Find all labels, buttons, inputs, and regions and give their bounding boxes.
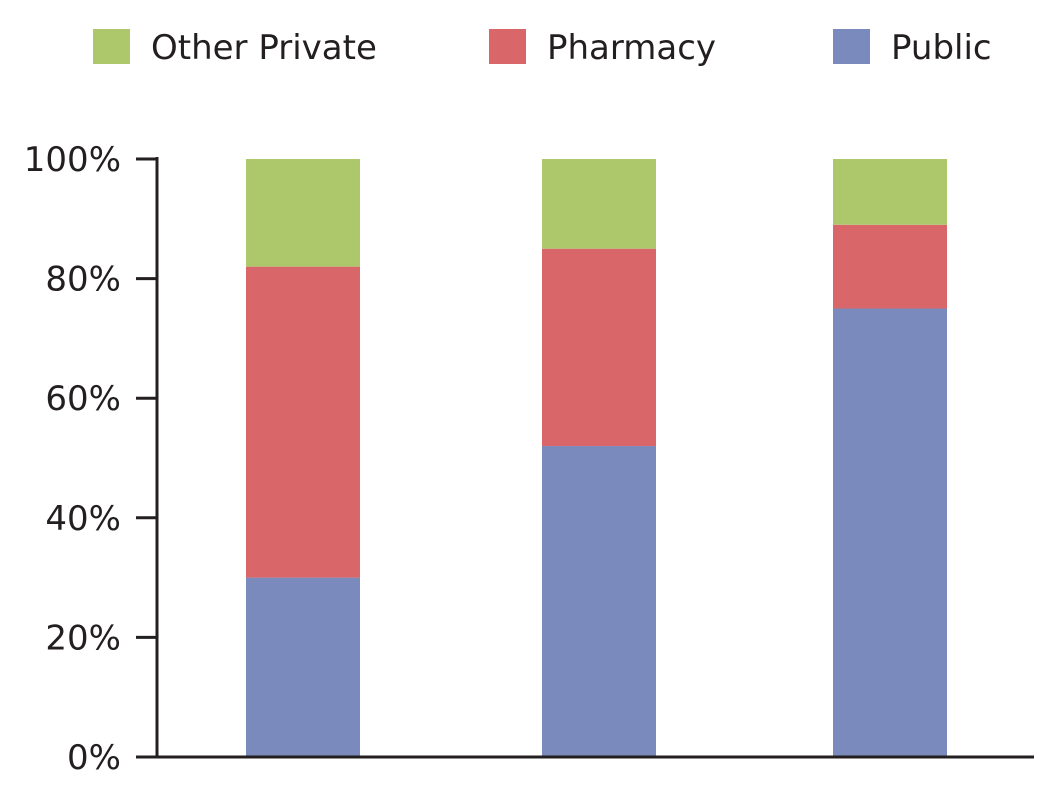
legend-label: Public [891, 28, 992, 68]
legend-swatch [489, 29, 526, 64]
legend-label: Pharmacy [547, 28, 716, 68]
bar-segment-public [246, 577, 360, 757]
legend: Other Private Pharmacy Public [93, 28, 992, 68]
legend-swatch [833, 29, 870, 64]
bar-segment-other-private [246, 159, 360, 267]
y-tick-label: 0% [67, 738, 121, 778]
bar-segment-other-private [542, 159, 656, 249]
y-tick-label: 60% [45, 379, 121, 419]
bar-segment-other-private [833, 159, 947, 225]
bar-segment-pharmacy [542, 248, 656, 447]
bar-segment-pharmacy [246, 266, 360, 578]
bar-segment-pharmacy [833, 224, 947, 309]
y-axis-ticks: 0% 20% 40% 60% 80% 100% [24, 140, 157, 778]
bar-segment-public [542, 446, 656, 757]
bars [246, 159, 947, 757]
legend-swatch [93, 29, 130, 64]
y-tick-label: 100% [24, 140, 121, 180]
legend-label: Other Private [151, 28, 377, 68]
y-tick-label: 80% [45, 260, 121, 300]
bar-segment-public [833, 308, 947, 757]
y-tick-label: 40% [45, 499, 121, 539]
y-tick-label: 20% [45, 618, 121, 658]
